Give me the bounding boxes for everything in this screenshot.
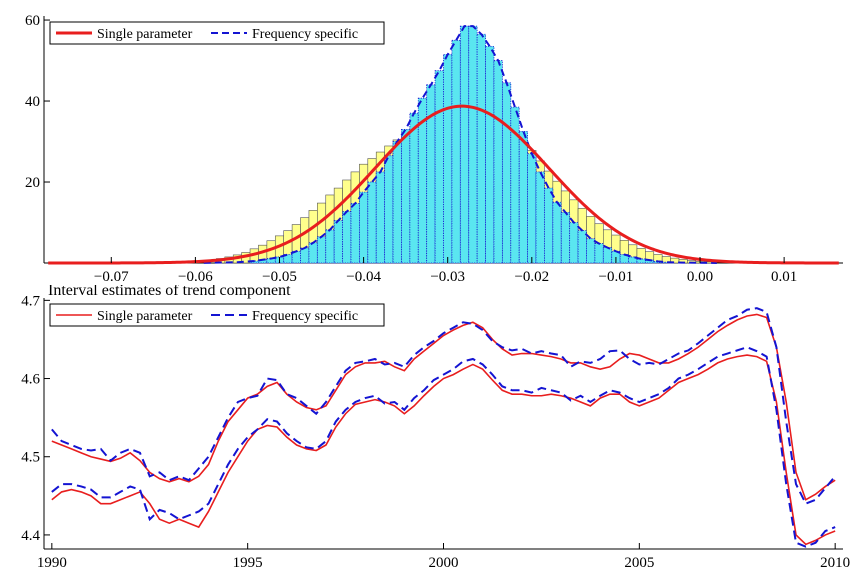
bar xyxy=(459,25,470,264)
x-tick-label: −0.04 xyxy=(346,269,381,285)
bar xyxy=(476,33,486,264)
single-parameter-band-line xyxy=(51,313,836,501)
y-tick-label: 4.6 xyxy=(21,372,40,388)
y-tick-label: 40 xyxy=(25,94,40,110)
histogram-chart: −0.07 −0.06 −0.05 −0.04 −0.03 −0.02 −0.01 0.00 0… xyxy=(25,13,843,285)
chart-title: Interval estimates of trend component xyxy=(48,285,291,299)
bar xyxy=(409,112,419,264)
trend-interval-chart: Interval estimates of trend component 199… xyxy=(21,285,850,569)
bar xyxy=(350,203,360,264)
y-tick-label: 4.4 xyxy=(21,528,40,544)
x-tick-label: 1990 xyxy=(37,555,67,569)
bar xyxy=(325,229,335,264)
bar xyxy=(401,128,411,264)
x-tick-label: −0.07 xyxy=(94,269,129,285)
bar xyxy=(485,45,495,264)
bar xyxy=(291,250,301,264)
bar xyxy=(594,243,604,264)
bar xyxy=(468,25,478,264)
bar xyxy=(535,171,545,264)
bar xyxy=(518,131,529,264)
x-tick-label: 0.01 xyxy=(771,269,797,285)
y-tick-label: 4.7 xyxy=(21,293,40,309)
x-tick-label: −0.01 xyxy=(599,269,634,285)
single-parameter-density xyxy=(48,104,839,265)
legend-label-single: Single parameter xyxy=(97,309,193,324)
legend: Single parameter Frequency specific xyxy=(49,303,385,327)
bar xyxy=(300,247,310,264)
bar xyxy=(417,97,428,264)
bar xyxy=(333,220,343,264)
legend: Single parameter Frequency specific xyxy=(49,21,385,45)
bar xyxy=(544,187,554,264)
bar xyxy=(443,54,453,264)
bar xyxy=(577,230,587,264)
y-tick-label: 4.5 xyxy=(21,450,40,466)
bar xyxy=(661,261,671,264)
x-tick-label: −0.06 xyxy=(178,269,213,285)
y-tick-label: 20 xyxy=(25,175,40,191)
y-tick-label: 60 xyxy=(25,13,40,29)
bar xyxy=(451,39,461,264)
frequency-specific-density xyxy=(203,25,717,264)
bar xyxy=(586,238,596,264)
bar xyxy=(316,236,327,264)
x-tick-label: 2000 xyxy=(429,555,459,569)
legend-label-frequency: Frequency specific xyxy=(252,27,358,42)
bar xyxy=(552,201,562,264)
bar xyxy=(358,191,369,264)
bar xyxy=(426,84,436,264)
bar xyxy=(342,211,352,264)
x-tick-label: 2010 xyxy=(820,555,850,569)
legend-label-single: Single parameter xyxy=(97,27,193,42)
bar xyxy=(384,155,394,264)
bar xyxy=(375,171,386,264)
bar xyxy=(308,242,318,264)
x-tick-label: 0.00 xyxy=(687,269,713,285)
bar xyxy=(527,153,537,264)
frequency-specific-bars xyxy=(249,25,671,264)
bar xyxy=(602,247,613,264)
x-tick-label: −0.03 xyxy=(430,269,465,285)
frequency-specific-band-line xyxy=(51,346,836,548)
bar xyxy=(434,70,444,264)
x-tick-label: −0.02 xyxy=(514,269,549,285)
bar xyxy=(510,106,520,264)
x-tick-label: 1995 xyxy=(233,555,263,569)
bar xyxy=(560,211,571,264)
x-tick-label: −0.05 xyxy=(262,269,297,285)
bar xyxy=(367,181,377,264)
bar xyxy=(628,256,638,264)
bar xyxy=(392,141,402,264)
bar xyxy=(493,60,503,264)
frequency-specific-band-line xyxy=(51,307,836,505)
bar xyxy=(501,82,512,264)
x-tick-label: 2005 xyxy=(624,555,654,569)
legend-label-frequency: Frequency specific xyxy=(252,309,358,324)
bar xyxy=(569,222,579,264)
single-parameter-band-line xyxy=(51,354,836,546)
